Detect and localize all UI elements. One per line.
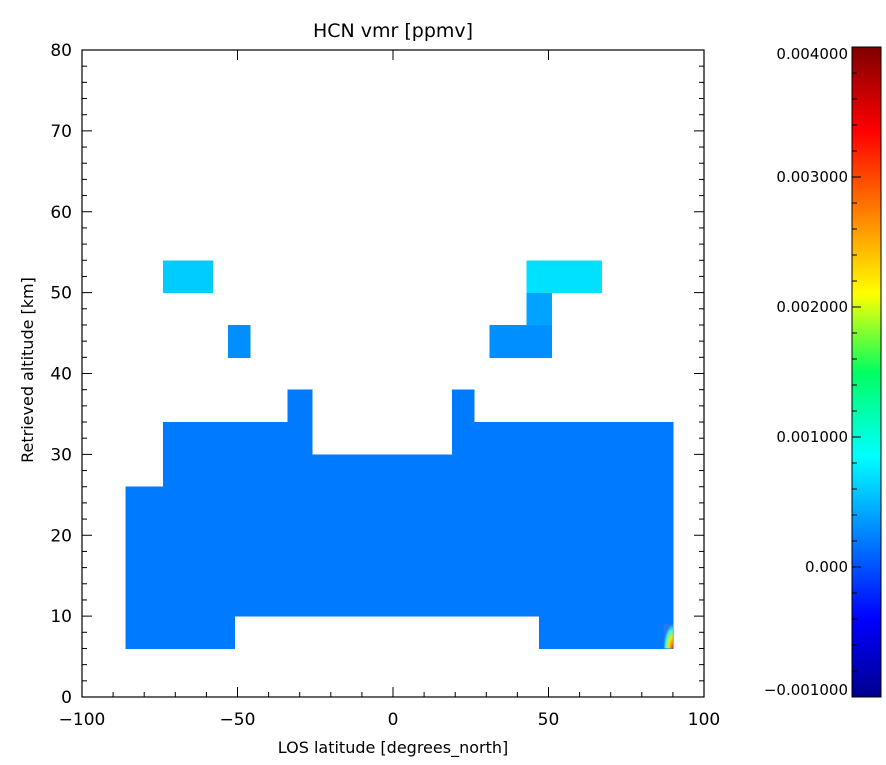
x-tick-label: 100 <box>688 710 720 730</box>
colorbar-tick-label: −0.001000 <box>764 681 848 699</box>
y-tick-label: 30 <box>50 445 72 465</box>
x-tick-label: −100 <box>59 710 106 730</box>
heatmap-hot-cell <box>663 624 673 649</box>
colorbar-tick-label: 0.000 <box>805 558 848 576</box>
colorbar-tick-label: 0.004000 <box>776 45 848 63</box>
heatmap-cell <box>489 324 553 358</box>
heatmap-cell <box>452 389 475 423</box>
y-tick-label: 70 <box>50 122 72 142</box>
x-tick-label: 50 <box>538 710 560 730</box>
colorbar <box>851 46 882 698</box>
y-axis-ticks: 0 10 20 30 40 50 60 70 80 <box>50 41 704 708</box>
y-tick-label: 40 <box>50 365 72 385</box>
heatmap-cell <box>228 324 251 358</box>
colorbar-tick-label: 0.001000 <box>776 428 848 446</box>
x-tick-label: −50 <box>220 710 256 730</box>
x-axis-label: LOS latitude [degrees_north] <box>278 738 508 758</box>
heatmap-highlights <box>663 624 673 649</box>
x-axis-ticks: −100 −50 0 50 100 <box>59 50 720 730</box>
heatmap-cell <box>125 486 674 617</box>
colorbar-tick-label: 0.002000 <box>776 298 848 316</box>
y-tick-label: 0 <box>61 688 72 708</box>
heatmap-cell <box>162 454 674 488</box>
y-tick-label: 50 <box>50 284 72 304</box>
heatmap-cell <box>125 616 235 650</box>
heatmap-cell <box>452 422 674 455</box>
y-tick-label: 80 <box>50 41 72 61</box>
heatmap-cell <box>162 260 214 294</box>
x-tick-label: 0 <box>388 710 399 730</box>
colorbar-tick-label: 0.003000 <box>776 168 848 186</box>
heatmap-cell <box>162 422 313 455</box>
heatmap-cell <box>526 292 553 326</box>
heatmap-cell <box>287 389 313 423</box>
heatmap-cell <box>526 260 602 294</box>
y-tick-label: 60 <box>50 203 72 223</box>
y-tick-label: 20 <box>50 526 72 546</box>
chart-title: HCN vmr [ppmv] <box>313 20 473 42</box>
heatmap-cells <box>125 260 674 650</box>
y-tick-label: 10 <box>50 607 72 627</box>
y-axis-label: Retrieved altitude [km] <box>18 277 37 463</box>
colorbar-ticks: −0.001000 0.000 0.001000 0.002000 0.003000 0.… <box>764 45 861 699</box>
heatmap-cell <box>539 616 674 650</box>
